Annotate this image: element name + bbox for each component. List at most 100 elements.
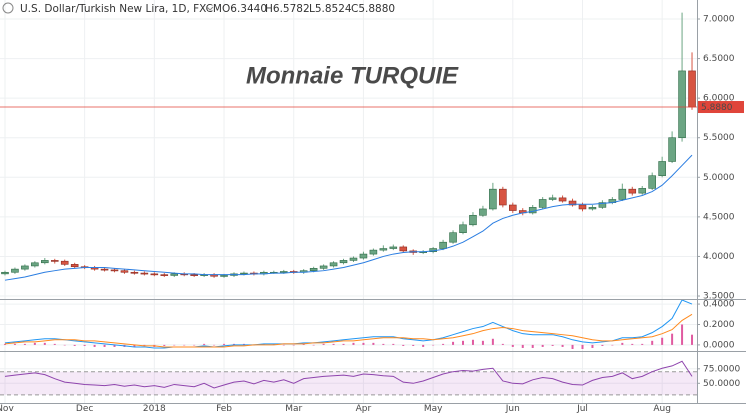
macd-histogram-bar [372,342,375,345]
macd-histogram-bar [551,344,554,346]
candle-body [170,273,179,276]
dropdown-icon[interactable] [206,6,214,11]
macd-histogram-bar [292,344,295,346]
candle-body [309,268,318,271]
macd-histogram-bar [3,343,6,345]
candle-body [41,260,49,264]
macd-histogram-bar [362,342,365,345]
candle-body [240,272,248,275]
macd-histogram-bar [13,343,16,345]
chart-title: U.S. Dollar/Turkish New Lira, 1D, FXCM [20,3,222,15]
candle-body [459,224,467,234]
candle-body [618,188,627,200]
candle-body [279,271,288,273]
macd-histogram-bar [382,343,385,345]
candle-body [389,246,398,249]
macd-histogram-bar [342,343,345,345]
macd-histogram-bar [462,340,465,345]
x-tick-label: Nov [0,404,14,413]
macd-histogram-bar [203,343,206,345]
candle-body [359,253,368,259]
candle-body [688,70,696,108]
candle-body [100,268,109,271]
y-tick-label: 4.0000 [703,252,735,262]
macd-histogram-bar [541,344,544,347]
candle-body [339,260,348,264]
candle-body [220,275,228,277]
y-tick-label: 6.0000 [703,94,735,104]
macd-histogram-bar [561,344,564,347]
candle-body [499,188,507,206]
candle-body [329,262,338,267]
macd-histogram-bar [163,344,166,346]
macd-histogram-bar [671,333,674,345]
macd-histogram-bar [601,344,604,346]
candle-body [349,257,358,261]
macd-histogram-bar [471,339,474,345]
macd-histogram-bar [193,344,196,346]
macd-histogram-bar [521,344,524,348]
macd-histogram-bar [531,344,534,348]
candle-body [140,272,149,275]
macd-histogram-bar [143,344,146,346]
macd-histogram-bar [691,334,694,345]
macd-histogram-bar [232,343,235,345]
candle-body [150,273,159,276]
candle-body [568,200,577,206]
last-price-tag [698,101,744,114]
macd-histogram-bar [352,342,355,345]
candle-body [588,207,597,210]
candle-body [21,265,29,270]
macd-histogram-bar [491,338,494,345]
macd-histogram-bar [432,344,435,346]
annotation: Monnaie TURQUIE [246,62,459,89]
macd-histogram-bar [581,344,584,349]
macd-histogram-bar [223,343,226,345]
macd-histogram-bar [63,344,66,346]
y-tick-label: 50.0000 [703,379,740,389]
macd-histogram-bar [681,324,684,345]
y-tick-label: 5.5000 [703,133,735,143]
macd-histogram-bar [322,343,325,345]
y-tick-label: 5.0000 [703,173,735,183]
y-tick-label: 6.5000 [703,54,735,64]
macd-histogram-bar [103,344,106,347]
macd-histogram-bar [302,343,305,345]
macd-histogram-bar [591,344,594,348]
candle-body [50,260,59,262]
candle-body [479,208,487,216]
macd-histogram-bar [53,343,56,345]
candle-body [638,188,647,194]
macd-histogram-bar [332,343,335,345]
candle-body [120,270,129,273]
macd-histogram-bar [183,344,186,346]
macd-histogram-bar [611,344,614,346]
candle-body [658,161,666,177]
candle-body [678,70,686,139]
macd-histogram-bar [113,344,116,347]
macd-histogram-bar [511,344,514,347]
macd-histogram-bar [422,344,425,347]
rsi-band [0,371,697,395]
macd-histogram-bar [392,343,395,345]
candle-body [578,204,587,210]
macd-histogram-bar [501,343,504,345]
y-tick-label: 0.4000 [703,300,735,310]
candle-body [538,199,547,208]
rsi-line [4,360,693,389]
x-tick-label: Dec [76,404,93,413]
candle-body [439,241,447,249]
candle-body [70,264,79,268]
candle-body [628,188,637,194]
symbol-icon[interactable] [2,2,14,14]
ohlc-close: C5.8880 [351,3,395,15]
macd-histogram-bar [133,344,136,347]
x-tick-label: Feb [216,404,232,413]
macd-histogram-bar [33,342,36,345]
macd-histogram-bar [93,344,96,347]
candle-body [130,271,139,274]
x-tick-label: Jun [505,404,520,413]
macd-histogram-bar [442,343,445,345]
